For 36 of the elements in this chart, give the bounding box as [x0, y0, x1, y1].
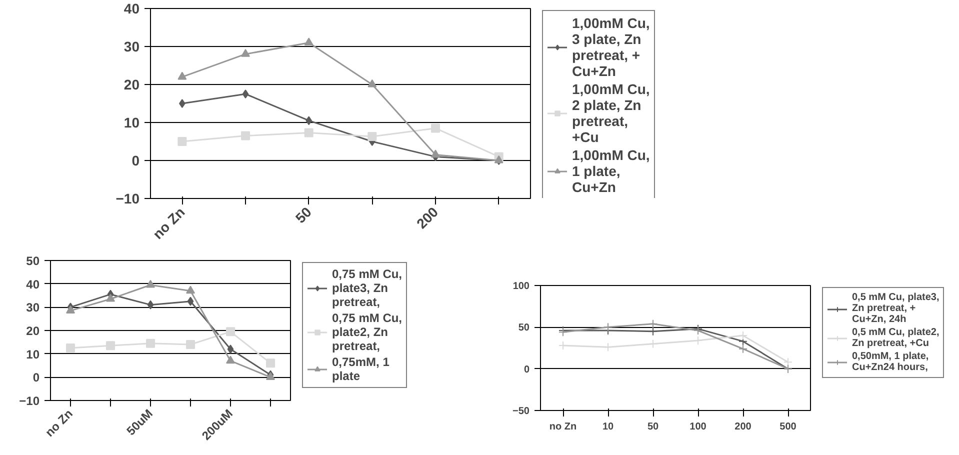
- y-tick-label: 50: [518, 322, 530, 334]
- y-tick-label: 0: [32, 370, 40, 385]
- y-tick-label: 30: [26, 300, 40, 315]
- x-tick-label: 50: [292, 204, 315, 226]
- x-tick-label: 100: [690, 422, 707, 432]
- legend-label: 0,75 mM Cu, plate2, Zn pretreat,: [332, 311, 402, 353]
- x-tick-label: 500: [780, 422, 797, 432]
- x-tick-label: no Zn: [42, 406, 76, 440]
- y-tick-label: 50: [26, 254, 40, 268]
- legend-label: 0,5 mM Cu, plate2, Zn pretreat, +Cu: [852, 327, 940, 349]
- legend-label: 1,00mM Cu, 2 plate, Zn pretreat, +Cu: [572, 81, 650, 145]
- y-tick-label: 20: [124, 76, 140, 92]
- legend-label: 0,75mM, 1 plate: [332, 355, 390, 383]
- y-tick-label: 20: [26, 324, 40, 338]
- y-tick-label: 10: [26, 347, 40, 362]
- y-tick-label: −10: [19, 394, 40, 408]
- x-tick-label: 50: [647, 422, 659, 432]
- x-tick-label: no Zn: [150, 204, 188, 242]
- legend-label: 0,75 mM Cu, plate3, Zn pretreat,: [332, 267, 402, 309]
- legend-label: 0,50mM, 1 plate, Cu+Zn24 hours,: [852, 351, 929, 373]
- y-tick-label: 0: [132, 152, 140, 168]
- y-tick-label: −10: [116, 190, 140, 206]
- legend-label: 1,00mM Cu, 3 plate, Zn pretreat, + Cu+Zn: [572, 15, 650, 79]
- x-tick-label: no Zn: [549, 422, 577, 432]
- y-tick-label: 0: [524, 364, 530, 376]
- x-tick-label: 200: [413, 204, 442, 232]
- y-tick-label: 10: [124, 114, 140, 130]
- y-tick-label: 40: [26, 277, 40, 292]
- y-tick-label: −50: [512, 406, 530, 417]
- y-tick-label: 30: [124, 38, 140, 54]
- y-tick-label: 100: [512, 281, 530, 292]
- x-tick-label: 200: [734, 422, 752, 432]
- x-tick-label: 10: [602, 422, 614, 432]
- legend-label: 0,5 mM Cu, plate3, Zn pretreat, + Cu+Zn, 24h: [852, 292, 940, 325]
- y-tick-label: 40: [124, 0, 140, 16]
- legend-label: 1,00mM Cu, 1 plate, Cu+Zn: [572, 147, 650, 195]
